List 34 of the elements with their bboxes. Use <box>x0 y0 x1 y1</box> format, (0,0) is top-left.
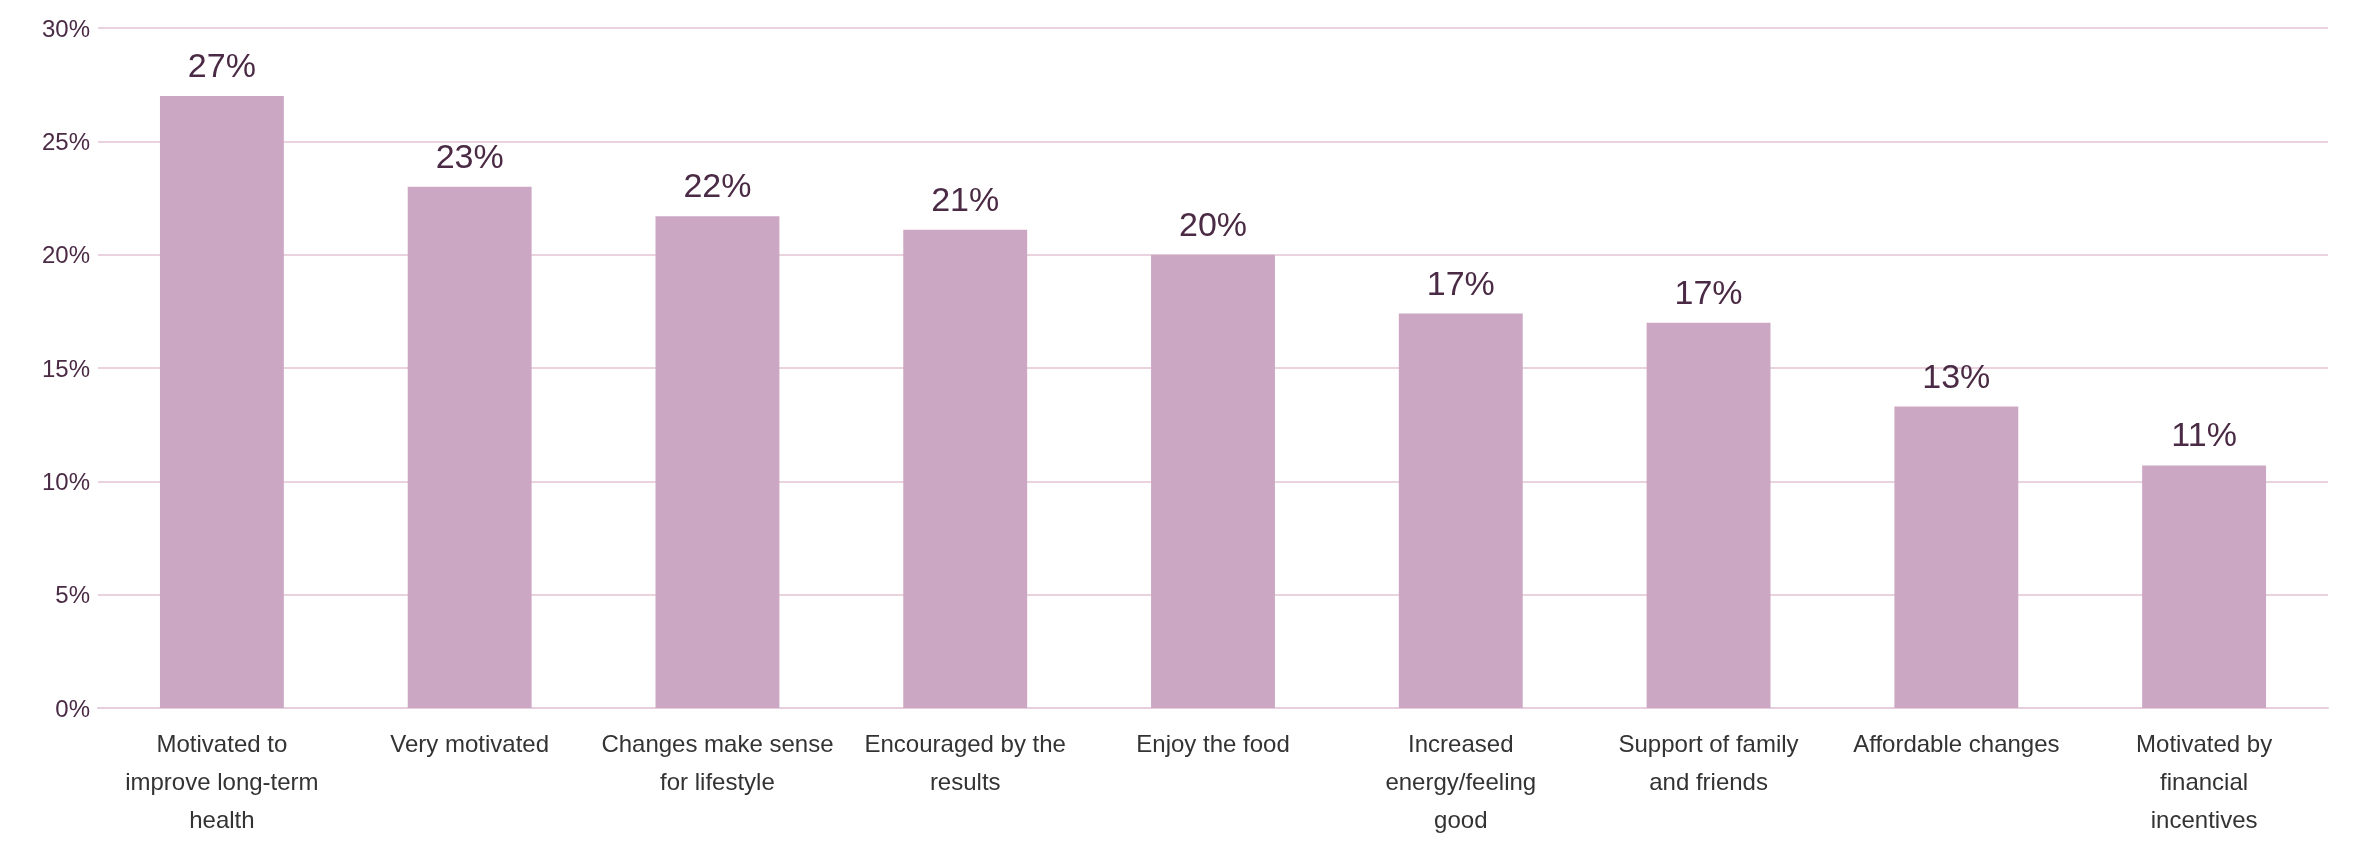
data-label: 17% <box>1674 272 1743 311</box>
data-label: 17% <box>1426 263 1495 302</box>
x-tick-label: Support of family and friends <box>1618 729 1799 795</box>
data-label: 23% <box>435 136 504 175</box>
bar <box>1646 322 1771 708</box>
y-tick-label: 30% <box>41 14 90 42</box>
y-tick-label: 10% <box>41 467 90 495</box>
y-tick-label: 0% <box>55 694 90 722</box>
data-label: 20% <box>1178 204 1248 243</box>
bar <box>655 216 780 708</box>
x-tick-label: Motivated by financial incentives <box>2136 729 2273 833</box>
data-label: 27% <box>187 46 256 84</box>
bar <box>407 186 532 708</box>
x-tick-label: Very motivated <box>390 729 550 757</box>
bar <box>159 96 284 708</box>
bar <box>1894 406 2019 708</box>
y-tick-label: 20% <box>41 241 90 269</box>
data-label: 13% <box>1922 356 1991 395</box>
y-tick-label: 15% <box>41 354 90 382</box>
bar <box>1151 254 1275 708</box>
data-label: 22% <box>683 166 752 205</box>
x-tick-label: Affordable changes <box>1853 729 2060 757</box>
bar <box>1398 313 1523 708</box>
bar <box>903 229 1028 708</box>
x-tick-label: Encouraged by the results <box>864 729 1066 795</box>
y-tick-label: 25% <box>41 127 90 155</box>
x-tick-label: Changes make sense for lifestyle <box>601 729 834 795</box>
data-label: 21% <box>931 179 1000 218</box>
x-tick-label: Increased energy/feeling good <box>1385 729 1537 833</box>
bar <box>2142 465 2267 708</box>
y-tick-label: 5% <box>55 581 90 609</box>
data-label: 11% <box>2171 415 2237 454</box>
x-tick-label: Motivated to improve long-term health <box>125 729 319 833</box>
x-tick-label: Enjoy the food <box>1136 729 1290 757</box>
